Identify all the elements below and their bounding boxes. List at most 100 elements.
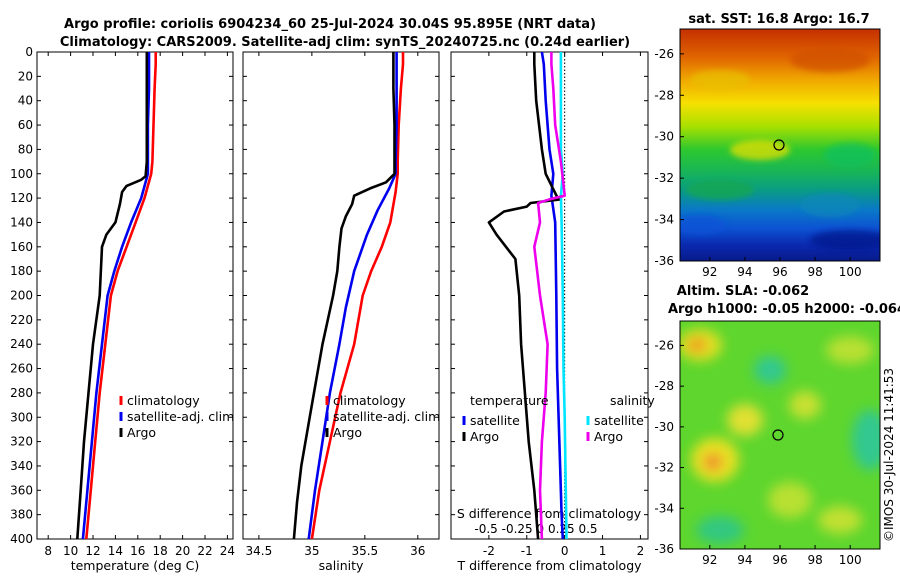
temp-xtick-label: 22 xyxy=(197,544,212,558)
diff-xtick-label: 1 xyxy=(599,544,607,558)
temp-xtick-label: 16 xyxy=(130,544,145,558)
temp-ytick-label: 380 xyxy=(10,508,33,522)
sal-xtick-label: 35.5 xyxy=(351,544,378,558)
temp-xtick-label: 20 xyxy=(175,544,190,558)
temp-ytick-label: 400 xyxy=(10,532,33,546)
sla-xtick-label: 98 xyxy=(807,553,822,567)
sla-field-anomalies xyxy=(680,329,880,544)
temp-ytick-label: 40 xyxy=(18,94,33,108)
temp-ytick-label: 60 xyxy=(18,118,33,132)
temp-axes-box xyxy=(36,51,234,540)
diff-legend-s-label: satellite xyxy=(594,413,644,428)
sla-argo-marker xyxy=(772,429,784,441)
diff-xtick-label: -2 xyxy=(483,544,495,558)
temp-ytick-label: 20 xyxy=(18,69,33,83)
diff-series-salinity-argo xyxy=(532,52,567,540)
sal-xtick-label: 34.5 xyxy=(246,544,273,558)
temp-ytick-label: 160 xyxy=(10,240,33,254)
figure-title-line1: Argo profile: coriolis 6904234_60 25-Jul… xyxy=(64,17,596,32)
sla-ytick-label: -30 xyxy=(654,420,674,434)
sla-xtick-label: 92 xyxy=(702,553,717,567)
sla-ytick-label: -26 xyxy=(654,338,674,352)
sst-field-texture xyxy=(680,48,880,250)
sst-xtick-label: 98 xyxy=(807,265,822,279)
sst-map xyxy=(680,29,880,261)
sla-xtick-label: 96 xyxy=(772,553,787,567)
sla-xtick-label: 94 xyxy=(737,553,752,567)
temp-series-climatology xyxy=(85,52,157,540)
temp-ytick-label: 140 xyxy=(10,215,33,229)
diff-legend-t-title: temperature xyxy=(470,393,549,408)
temp-legend-label: satellite-adj. clim xyxy=(127,409,234,424)
temp-ytick-label: 120 xyxy=(10,191,33,205)
temp-ytick-label: 180 xyxy=(10,264,33,278)
sal-legend-label: Argo xyxy=(333,425,362,440)
sla-ytick-label: -36 xyxy=(654,542,674,556)
diff-xtick-label: -1 xyxy=(521,544,533,558)
sla-ytick-label: -32 xyxy=(654,461,674,475)
temp-ytick-label: 0 xyxy=(25,45,33,59)
sla-map-title-line1: Altim. SLA: -0.062 xyxy=(677,284,809,299)
sst-ytick-label: -32 xyxy=(654,171,674,185)
diff-series-temperature-argo xyxy=(487,52,563,540)
sst-xtick-label: 100 xyxy=(839,265,862,279)
temp-series-argo xyxy=(76,52,149,540)
sst-xtick-label: 94 xyxy=(737,265,752,279)
temp-legend-label: Argo xyxy=(127,425,156,440)
sal-series-argo xyxy=(292,52,396,540)
sla-map xyxy=(680,321,880,549)
diff-series-salinity-satellite xyxy=(559,52,568,540)
sal-xtick-label: 35 xyxy=(304,544,319,558)
temp-ytick-label: 200 xyxy=(10,289,33,303)
sst-xtick-label: 96 xyxy=(772,265,787,279)
sla-ytick-label: -28 xyxy=(654,379,674,393)
sla-xtick-label: 100 xyxy=(839,553,862,567)
sal-xtick-label: 36 xyxy=(410,544,425,558)
temp-ytick-label: 220 xyxy=(10,313,33,327)
temp-ytick-label: 360 xyxy=(10,483,33,497)
diff-legend-s-title: salinity xyxy=(610,393,655,408)
sst-ytick-label: -36 xyxy=(654,254,674,268)
sal-xlabel: salinity xyxy=(319,558,364,573)
diff-legend-t-label: Argo xyxy=(470,429,499,444)
temp-xtick-label: 14 xyxy=(108,544,123,558)
temp-xtick-label: 8 xyxy=(44,544,52,558)
sal-axes-box xyxy=(242,51,440,540)
temp-ytick-label: 240 xyxy=(10,337,33,351)
sst-ytick-label: -26 xyxy=(654,47,674,61)
temp-ytick-label: 340 xyxy=(10,459,33,473)
diff-legend-s-label: Argo xyxy=(594,429,623,444)
sla-ytick-label: -34 xyxy=(654,501,674,515)
diff-xtick-label: 2 xyxy=(637,544,645,558)
temp-xtick-label: 18 xyxy=(153,544,168,558)
profile-panels: 0204060801001201401601802002202402602803… xyxy=(10,45,862,573)
temp-legend-label: climatology xyxy=(127,393,200,408)
figure-title-line2: Climatology: CARS2009. Satellite-adj cli… xyxy=(60,35,630,50)
diff-series-temperature-satellite xyxy=(540,51,565,540)
temp-xtick-label: 24 xyxy=(220,544,235,558)
sal-legend-label: satellite-adj. clim xyxy=(333,409,440,424)
sst-ytick-label: -34 xyxy=(654,213,674,227)
diff-xlabel: T difference from climatology xyxy=(456,558,642,573)
imos-timestamp: ©IMOS 30-Jul-2024 11:41:53 xyxy=(882,368,896,542)
temp-ytick-label: 320 xyxy=(10,435,33,449)
sal-series-climatology xyxy=(310,52,405,540)
diff-xtick-label: 0 xyxy=(561,544,569,558)
diff-s-xlabel: S difference from climatology xyxy=(457,506,642,521)
diff-legend-t-label: satellite xyxy=(470,413,520,428)
sst-xtick-label: 92 xyxy=(702,265,717,279)
temp-ytick-label: 80 xyxy=(18,142,33,156)
temp-ytick-label: 300 xyxy=(10,410,33,424)
temp-ytick-label: 280 xyxy=(10,386,33,400)
temp-xtick-label: 10 xyxy=(63,544,78,558)
sal-legend-label: climatology xyxy=(333,393,406,408)
diff-axes-box xyxy=(450,51,649,540)
sst-ytick-label: -28 xyxy=(654,88,674,102)
sla-map-title-line2: Argo h1000: -0.05 h2000: -0.064 xyxy=(668,302,900,317)
sst-ytick-label: -30 xyxy=(654,130,674,144)
sst-argo-marker xyxy=(773,139,785,151)
temp-xtick-label: 12 xyxy=(85,544,100,558)
temp-series-satellite-adj-clim xyxy=(81,52,151,540)
temp-ytick-label: 100 xyxy=(10,167,33,181)
